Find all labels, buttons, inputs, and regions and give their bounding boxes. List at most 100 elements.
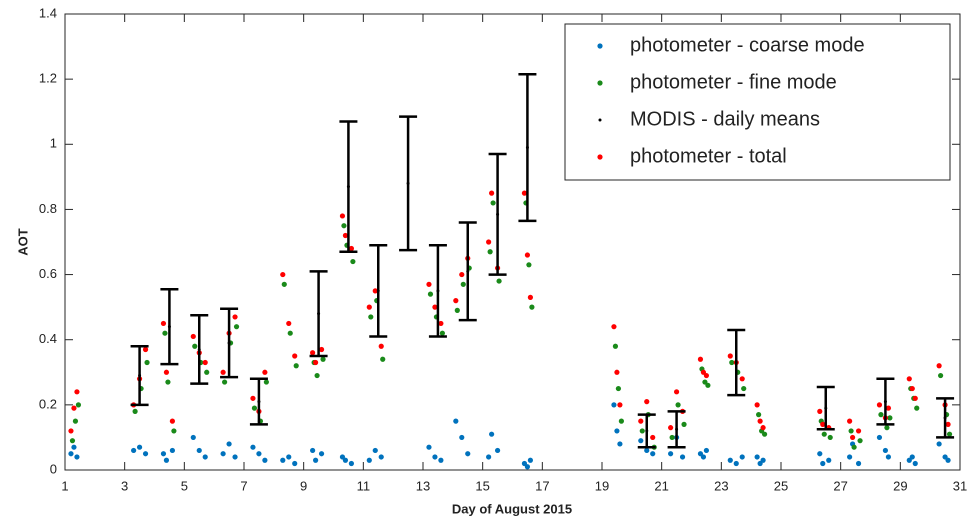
point bbox=[378, 343, 384, 349]
point bbox=[453, 418, 459, 424]
point bbox=[227, 341, 231, 345]
point bbox=[611, 402, 617, 408]
point bbox=[883, 400, 887, 404]
point bbox=[645, 429, 649, 433]
point bbox=[754, 402, 760, 408]
point bbox=[348, 460, 354, 467]
x-tick-label: 19 bbox=[595, 478, 609, 493]
point bbox=[313, 359, 319, 366]
point bbox=[490, 200, 496, 206]
point bbox=[612, 343, 619, 349]
point bbox=[197, 347, 201, 351]
point bbox=[378, 454, 384, 460]
y-tick-label: 1.4 bbox=[39, 5, 57, 20]
x-tick-label: 15 bbox=[475, 478, 489, 493]
point bbox=[489, 190, 495, 196]
point bbox=[167, 325, 171, 329]
point bbox=[162, 330, 168, 336]
point bbox=[131, 447, 137, 454]
point bbox=[346, 185, 350, 189]
point bbox=[638, 438, 644, 444]
point bbox=[739, 454, 745, 460]
point bbox=[754, 454, 760, 460]
point bbox=[310, 447, 316, 454]
point bbox=[611, 324, 617, 330]
point bbox=[936, 441, 942, 447]
point bbox=[487, 249, 493, 255]
point bbox=[884, 425, 890, 431]
point bbox=[857, 438, 863, 444]
y-tick-label: 0.6 bbox=[39, 266, 57, 281]
point bbox=[465, 451, 471, 457]
point bbox=[220, 369, 226, 375]
x-tick-label: 9 bbox=[300, 478, 307, 493]
point bbox=[427, 291, 434, 297]
point bbox=[169, 447, 175, 454]
point bbox=[912, 395, 918, 401]
y-tick-label: 1 bbox=[50, 136, 57, 151]
x-tick-label: 27 bbox=[833, 478, 847, 493]
point bbox=[250, 444, 256, 450]
point bbox=[943, 416, 947, 420]
point bbox=[132, 408, 138, 414]
point bbox=[163, 457, 170, 463]
point bbox=[339, 213, 346, 219]
point bbox=[614, 428, 620, 434]
point bbox=[876, 434, 883, 441]
point bbox=[824, 406, 828, 410]
point bbox=[739, 376, 745, 382]
point bbox=[820, 460, 826, 467]
x-tick-label: 25 bbox=[774, 478, 788, 493]
point bbox=[936, 363, 942, 369]
point bbox=[438, 320, 444, 327]
point bbox=[318, 451, 325, 457]
point bbox=[142, 346, 149, 353]
point bbox=[617, 441, 623, 447]
plot-area bbox=[64, 13, 961, 471]
point bbox=[938, 372, 944, 379]
legend-label: MODIS - daily means bbox=[630, 108, 820, 130]
point bbox=[342, 232, 349, 239]
point bbox=[909, 385, 915, 392]
point bbox=[826, 457, 832, 463]
y-tick-label: 1.2 bbox=[39, 71, 57, 86]
legend-label: photometer - coarse mode bbox=[630, 34, 865, 56]
point bbox=[882, 447, 889, 454]
legend-marker bbox=[597, 154, 603, 160]
point bbox=[912, 460, 918, 467]
point bbox=[202, 359, 208, 366]
point bbox=[526, 262, 532, 268]
point bbox=[75, 402, 82, 408]
point bbox=[192, 343, 198, 349]
point bbox=[914, 405, 920, 411]
point bbox=[878, 412, 884, 418]
point bbox=[196, 447, 202, 454]
point bbox=[160, 451, 167, 457]
x-tick-label: 21 bbox=[654, 478, 668, 493]
point bbox=[681, 421, 687, 427]
point bbox=[256, 451, 262, 457]
point bbox=[350, 258, 356, 265]
point bbox=[847, 418, 853, 424]
point bbox=[727, 353, 733, 359]
point bbox=[368, 314, 374, 320]
x-tick-label: 1 bbox=[61, 478, 68, 493]
point bbox=[74, 454, 80, 460]
point bbox=[679, 454, 686, 460]
point bbox=[142, 451, 149, 457]
point bbox=[348, 245, 354, 252]
point bbox=[760, 457, 766, 463]
point bbox=[618, 418, 624, 424]
point bbox=[848, 428, 854, 434]
point bbox=[454, 307, 460, 313]
y-tick-label: 0.8 bbox=[39, 201, 57, 216]
point bbox=[251, 405, 258, 411]
point bbox=[885, 454, 892, 460]
point bbox=[945, 421, 951, 427]
point bbox=[496, 212, 500, 216]
point bbox=[286, 454, 292, 460]
point bbox=[190, 434, 196, 441]
point bbox=[204, 369, 210, 375]
point bbox=[761, 431, 768, 437]
